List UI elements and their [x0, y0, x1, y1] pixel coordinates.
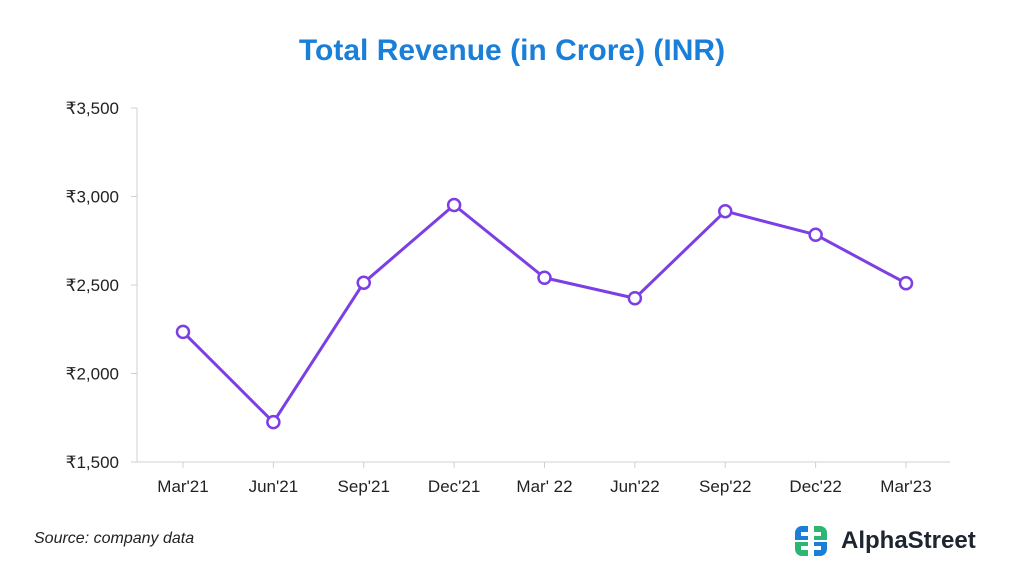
- data-point[interactable]: [175, 324, 191, 340]
- data-point[interactable]: [898, 275, 914, 291]
- data-point[interactable]: [266, 414, 281, 430]
- x-tick-label: Sep'21: [338, 477, 390, 496]
- x-tick-label: Sep'22: [699, 477, 751, 496]
- y-tick-label: ₹2,000: [66, 365, 119, 384]
- y-tick-label: ₹1,500: [66, 453, 119, 472]
- series-total-revenue: [175, 197, 914, 430]
- data-point[interactable]: [808, 227, 823, 242]
- series-line: [181, 203, 907, 424]
- y-tick-label: ₹2,500: [66, 276, 119, 295]
- x-tick-label: Dec'22: [789, 477, 841, 496]
- data-point[interactable]: [537, 270, 552, 285]
- y-axis: ₹1,500 ₹2,000 ₹2,500 ₹3,000 ₹3,500: [66, 99, 138, 472]
- brand-name: AlphaStreet: [841, 527, 976, 554]
- x-tick-label: Mar'21: [157, 477, 208, 496]
- x-axis: Mar'21 Jun'21 Sep'21 Dec'21 Mar' 22 Jun'22 Sep…: [137, 461, 950, 496]
- source-note: Source: company data: [34, 530, 195, 547]
- chart-title: Total Revenue (in Crore) (INR): [298, 34, 726, 67]
- x-tick-label: Jun'21: [249, 477, 299, 496]
- y-tick-label: ₹3,500: [66, 99, 119, 118]
- x-tick-label: Jun'22: [610, 477, 660, 496]
- alphastreet-logo-icon: [795, 526, 827, 556]
- brand: AlphaStreet: [793, 524, 976, 558]
- y-tick-label: ₹3,000: [66, 188, 119, 207]
- x-tick-label: Mar'23: [880, 477, 931, 496]
- data-point[interactable]: [356, 275, 371, 290]
- data-point[interactable]: [718, 203, 733, 219]
- x-tick-label: Mar' 22: [516, 477, 572, 496]
- data-point[interactable]: [446, 197, 462, 213]
- x-tick-label: Dec'21: [428, 477, 480, 496]
- data-point[interactable]: [627, 291, 643, 306]
